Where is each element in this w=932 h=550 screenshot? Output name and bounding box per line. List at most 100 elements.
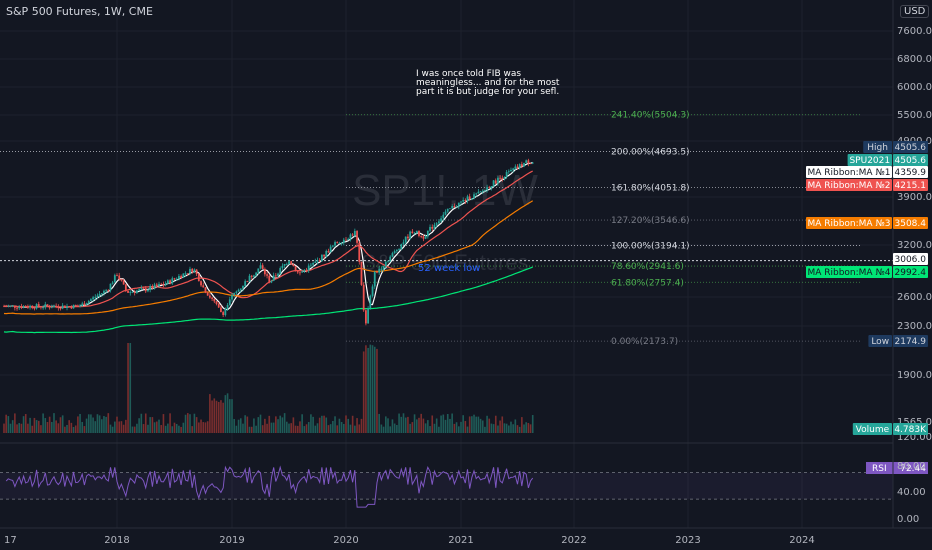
candle-body [334, 242, 336, 246]
candle-body [244, 281, 247, 286]
candle-body [63, 305, 66, 308]
volume-bar [142, 424, 145, 433]
volume-bar [266, 423, 268, 433]
candle-body [68, 306, 71, 307]
candle-body [138, 289, 141, 291]
volume-bar [413, 414, 416, 433]
candle-body [288, 261, 290, 264]
moving-averages[interactable] [3, 161, 534, 334]
candle-body [373, 271, 376, 287]
time-tick-label: 2020 [333, 535, 358, 546]
candle-body [193, 269, 196, 272]
volume-bar [83, 426, 86, 433]
volume-bar [184, 414, 187, 433]
candle-body [195, 269, 198, 274]
candle-body [429, 227, 431, 231]
candle-body [340, 242, 343, 244]
volume-bar [169, 413, 171, 433]
volume-bar [138, 418, 140, 433]
candle-body [224, 308, 227, 315]
candle-body [426, 230, 429, 237]
volume-bar [389, 426, 392, 433]
candle-body [292, 264, 295, 267]
volume-bar [96, 414, 99, 433]
price-tag-label-bg [863, 141, 892, 153]
candle-body [131, 291, 134, 293]
candle-body [42, 307, 45, 309]
volume-bar [347, 418, 350, 433]
candle-body [31, 305, 34, 309]
candle-body [484, 189, 486, 191]
volume-bar [217, 401, 220, 433]
text-annotation[interactable]: I was once told FIB was meaningless... a… [416, 69, 560, 97]
week-low-label[interactable]: 52 week low [418, 263, 480, 274]
currency-button[interactable]: USD [900, 5, 930, 18]
volume-bar [358, 424, 361, 433]
volume-bar [277, 419, 279, 433]
candle-body [281, 265, 284, 269]
candle-body [259, 265, 262, 269]
volume-bar [429, 426, 431, 433]
candle-body [523, 162, 525, 167]
fib-level-label: 200.00%(4693.5) [611, 148, 690, 158]
candle-body [233, 293, 236, 295]
candle-body [7, 305, 10, 307]
candle-body [529, 163, 532, 165]
volume-bar [264, 418, 266, 433]
candles[interactable] [3, 158, 534, 326]
candle-body [189, 268, 191, 274]
volume-bar [440, 415, 442, 433]
candle-body [231, 294, 233, 300]
fib-levels[interactable]: 241.40%(5504.3) 200.00%(4693.5) 161.80%(40… [0, 111, 893, 347]
price-tick-label: 2600.0 [897, 292, 932, 303]
volume-bar [204, 422, 207, 433]
volume-bar [402, 413, 405, 433]
volume-bar [296, 425, 299, 433]
volume-bar [415, 419, 418, 433]
candle-body [113, 275, 116, 283]
volume-tick-label: 120.00 [897, 432, 932, 443]
price-tag-value: 3508.4 [895, 219, 927, 229]
volume-bar [250, 426, 253, 433]
candle-body [307, 265, 310, 271]
candle-body [202, 285, 205, 288]
volume-bar [475, 416, 478, 433]
candle-body [466, 196, 469, 202]
volume-bar [334, 416, 336, 433]
candle-body [488, 187, 491, 189]
candle-body [327, 250, 330, 253]
volume-bar [24, 414, 27, 433]
candle-body [457, 202, 460, 207]
candle-body [510, 169, 512, 172]
candle-body [211, 297, 213, 299]
candle-body [409, 231, 412, 239]
time-tick-label: 2022 [561, 535, 586, 546]
time-axis[interactable]: 17 2018 2019 2020 2021 2022 2023 2024 [0, 442, 932, 546]
fib-level-label: 241.40%(5504.3) [611, 111, 690, 121]
candle-body [18, 306, 21, 309]
candle-body [468, 196, 471, 200]
volume-bar [286, 421, 288, 433]
volume-bar [272, 422, 275, 433]
volume-bar [16, 424, 18, 433]
candle-body [87, 300, 90, 304]
volume-bar [92, 417, 94, 433]
volume-bar [453, 423, 456, 433]
volume-bars[interactable] [3, 343, 534, 433]
volume-bar [116, 416, 118, 433]
rsi-pane[interactable]: RSI 72.44 [0, 462, 928, 508]
volume-bar [156, 421, 158, 433]
price-tag-value-bg [893, 179, 928, 191]
candle-body [316, 260, 319, 262]
candle-body [197, 273, 200, 282]
candle-body [151, 286, 154, 289]
candle-body [222, 312, 225, 315]
time-tick-label: 2024 [789, 535, 814, 546]
volume-bar [477, 416, 480, 433]
volume-bar [37, 420, 40, 433]
candle-body [444, 211, 447, 215]
price-tag-label: MA Ribbon:MA №4 [807, 268, 890, 278]
candle-body [27, 306, 29, 308]
candle-body [162, 284, 165, 286]
